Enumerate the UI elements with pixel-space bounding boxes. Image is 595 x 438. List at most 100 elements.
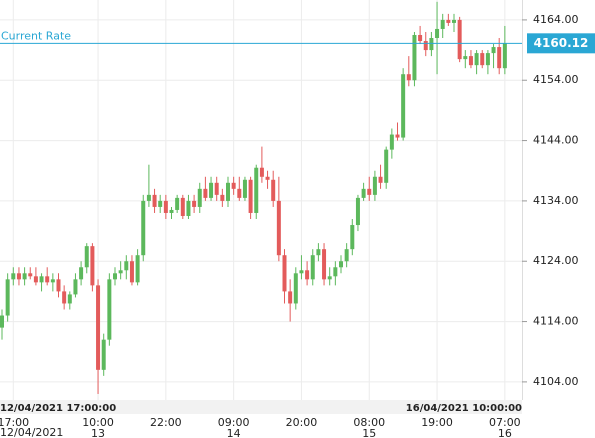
candle-body (39, 276, 44, 283)
candle-body (11, 273, 16, 280)
candle-body (254, 167, 259, 213)
candle-body (231, 182, 236, 189)
candle-body (197, 188, 202, 207)
x-tick-label: 07:00 (489, 416, 521, 429)
y-tick-label: 4124.00 (533, 254, 579, 267)
candle-body (310, 255, 315, 280)
candle-body (214, 182, 219, 195)
candle-body (152, 194, 157, 207)
candle-body (502, 43, 507, 69)
candle-body (271, 179, 276, 201)
candle-body (435, 28, 440, 39)
y-tick-label: 4134.00 (533, 194, 579, 207)
candle-body (56, 279, 61, 292)
candle-body (429, 38, 434, 51)
start-label: 12/04/2021 17:00:00 (0, 403, 116, 414)
candle-body (50, 279, 55, 283)
candle-body (124, 261, 129, 271)
candle-body (440, 19, 445, 29)
candle-body (282, 255, 287, 292)
candle-body (265, 176, 270, 180)
candle-body (412, 34, 417, 81)
candle-body (355, 197, 360, 226)
candle-body (395, 134, 400, 138)
x-tick-label: 09:00 (218, 416, 250, 429)
candle-body (276, 200, 281, 256)
candle-body (220, 194, 225, 201)
candle-body (463, 56, 468, 60)
candle-body (474, 53, 479, 66)
candle-body (192, 200, 197, 207)
candle-body (180, 197, 185, 216)
candle-body (384, 149, 389, 183)
candle-body (372, 176, 377, 195)
candle-body (67, 294, 72, 304)
candle-body (350, 225, 355, 250)
candle-body (259, 167, 264, 177)
y-tick-label: 4144.00 (533, 134, 579, 147)
date-label: 12/04/2021 (0, 426, 63, 438)
candle-body (45, 276, 50, 283)
candle-body (203, 188, 208, 198)
footer-band (0, 400, 522, 414)
candle-body (327, 276, 332, 280)
candle-body (141, 200, 146, 256)
candle-body (361, 188, 366, 198)
y-tick-label: 4114.00 (533, 315, 579, 328)
candle-body (146, 194, 151, 201)
candle-body (135, 255, 140, 283)
y-tick-label: 4104.00 (533, 375, 579, 388)
x-tick-label: 17:00 (0, 416, 29, 429)
candle-body (367, 188, 372, 195)
candle-body (84, 246, 89, 268)
x-tick-label: 10:00 (82, 416, 114, 429)
candle-body (401, 74, 406, 138)
candle-body (186, 200, 191, 216)
x-tick-label: 08:00 (353, 416, 385, 429)
candle-body (175, 197, 180, 210)
candle-body (497, 47, 502, 69)
current-rate-label: Current Rate (1, 29, 71, 42)
candle-body (339, 261, 343, 268)
candle-body (163, 200, 168, 213)
end-label: 16/04/2021 10:00:00 (406, 403, 522, 414)
candle-body (16, 273, 21, 280)
candle-body (33, 276, 38, 283)
x-tick-label: 20:00 (286, 416, 318, 429)
candle-body (333, 267, 338, 277)
candle-body (28, 273, 33, 277)
candle-body (491, 47, 496, 54)
current-rate-value: 4160.12 (534, 36, 589, 50)
candle-body (288, 291, 293, 304)
candle-body (242, 179, 247, 198)
candle-body (389, 134, 394, 150)
candle-body (209, 182, 214, 198)
candle-body (62, 291, 67, 304)
candle-body (226, 182, 230, 201)
candle-body (468, 56, 473, 66)
candle-body (107, 279, 112, 340)
candle-body (299, 270, 304, 274)
candle-body (5, 279, 10, 316)
candle-body (322, 249, 327, 280)
candle-body (418, 34, 423, 42)
candle-body (118, 270, 123, 274)
candle-body (344, 249, 349, 262)
x-day-label: 15 (362, 427, 376, 438)
candle-body (113, 273, 117, 280)
candle-body (446, 19, 451, 23)
candle-body (0, 315, 4, 328)
candle-body (96, 285, 101, 370)
candle-body (485, 53, 490, 66)
x-tick-label: 19:00 (421, 416, 453, 429)
candle-body (73, 279, 78, 295)
candle-body (237, 188, 242, 198)
candle-body (129, 261, 134, 283)
candle-body (293, 273, 298, 304)
candle-body (101, 339, 106, 370)
candle-body (452, 19, 456, 23)
candle-body (378, 176, 383, 183)
candle-body (457, 19, 462, 60)
candle-body (305, 270, 310, 280)
